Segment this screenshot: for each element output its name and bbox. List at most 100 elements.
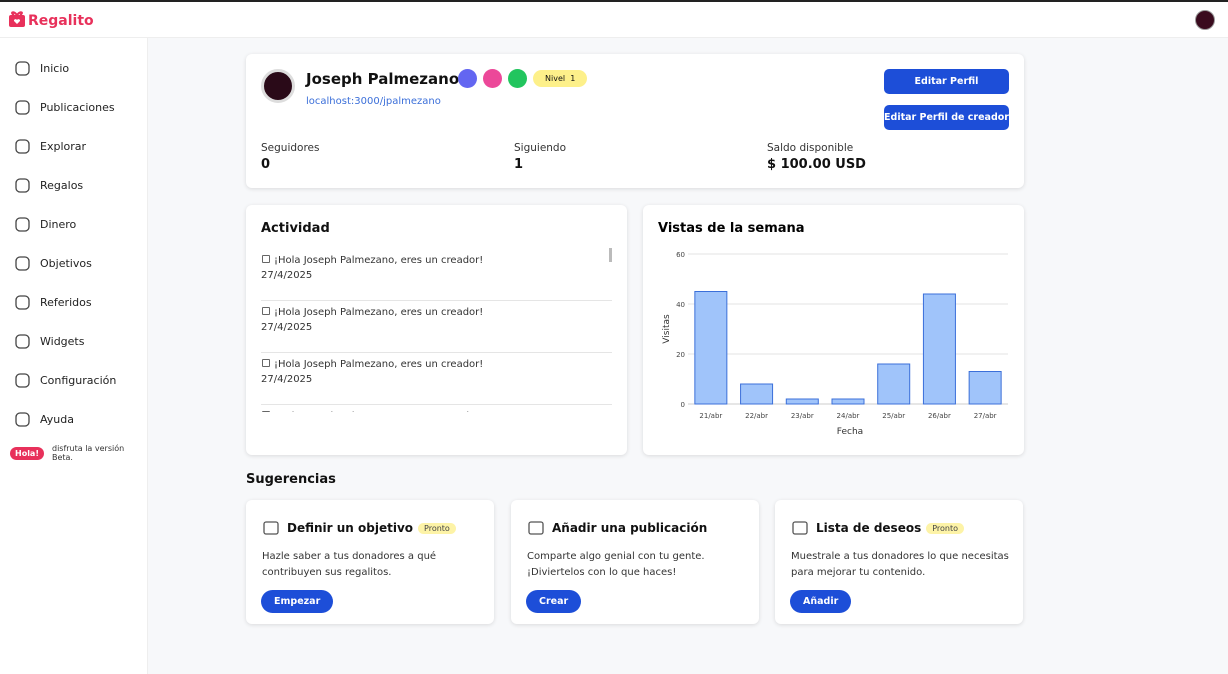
nav-item[interactable]: Ayuda — [14, 411, 74, 428]
stat-value: $ 100.00 USD — [767, 157, 866, 172]
stat-value: 0 — [261, 157, 271, 172]
suggestion-icon — [528, 521, 544, 535]
nav-icon — [15, 334, 30, 349]
activity-text: ¡Hola Joseph Palmezano, eres un creador! — [274, 359, 484, 370]
badge-crown — [483, 69, 502, 88]
nav-icon — [15, 373, 30, 388]
nav-label: Objetivos — [40, 257, 92, 270]
suggestion-icon — [792, 521, 808, 535]
nav-label: Dinero — [40, 218, 77, 231]
activity-icon — [262, 411, 270, 412]
nav-item[interactable]: Dinero — [14, 216, 76, 233]
suggestion-text: Comparte algo genial con tu gente. ¡Divie… — [527, 549, 705, 581]
activity-text: ¡Hola Joseph Palmezano, eres un creador! — [274, 307, 484, 318]
bar — [740, 383, 774, 405]
nav-label: Publicaciones — [40, 101, 115, 114]
nav-label: Ayuda — [40, 413, 74, 426]
activity-card: Actividad ¡Hola Joseph Palmezano, eres u… — [246, 205, 627, 455]
nav-icon — [15, 412, 30, 427]
nav-item[interactable]: Inicio — [14, 60, 69, 77]
level-label: Nivel — [545, 74, 566, 83]
profile-card: Joseph Palmezano Nivel 1 localhost:3000/… — [246, 54, 1024, 188]
suggestion-line: contribuyen sus regalitos. — [262, 567, 392, 578]
brand[interactable]: Regalito — [28, 13, 94, 29]
suggestion-title: Definir un objetivo Pronto — [262, 519, 456, 537]
nav-icon — [15, 139, 30, 154]
edit-creator-button[interactable]: Editar Perfil de creador — [884, 105, 1009, 130]
bar — [922, 293, 956, 405]
badge-web — [458, 69, 477, 88]
bar — [968, 371, 1002, 405]
nav-item[interactable]: Regalos — [14, 177, 83, 194]
activity-item: ¡Hola Joseph Palmezano, eres un creador!… — [261, 249, 612, 301]
y-tick-label: 40 — [676, 301, 685, 309]
level-badge: Nivel 1 — [533, 70, 588, 87]
activity-icon — [262, 255, 270, 263]
profile-name: Joseph Palmezano — [306, 70, 460, 88]
activity-icon — [262, 307, 270, 315]
nav-label: Widgets — [40, 335, 85, 348]
nav-item[interactable]: Referidos — [14, 294, 92, 311]
activity-list: ¡Hola Joseph Palmezano, eres un creador!… — [246, 245, 627, 412]
activity-item: ¡Hola Joseph Palmezano, eres un creador!… — [261, 301, 612, 353]
beta-text: disfruta la versión Beta. — [51, 444, 125, 462]
nav-item[interactable]: Widgets — [14, 333, 84, 350]
badge-money — [508, 69, 527, 88]
nav-item[interactable]: Objetivos — [14, 255, 92, 272]
suggestion-card: Añadir una publicación Comparte algo geni… — [511, 500, 759, 624]
suggestion-text: Hazle saber a tus donadores a qué contrib… — [262, 549, 436, 581]
nav-label: Referidos — [40, 296, 92, 309]
y-tick-label: 0 — [681, 401, 685, 409]
suggestion-title-text: Definir un objetivo — [287, 521, 414, 535]
avatar[interactable] — [1195, 10, 1215, 30]
suggestion-button[interactable]: Añadir — [790, 590, 852, 613]
activity-date: 27/4/2025 — [261, 374, 313, 385]
profile-avatar — [261, 69, 295, 103]
sidebar: Hola! disfruta la versión Beta. Inicio Pu… — [0, 38, 148, 674]
suggestion-card: Definir un objetivo Pronto Hazle saber a t… — [246, 500, 494, 624]
nav-item[interactable]: Explorar — [14, 138, 86, 155]
bar — [694, 291, 728, 405]
suggestion-text: Muestrale a tus donadores lo que necesit… — [791, 549, 1009, 581]
nav-icon — [15, 61, 30, 76]
x-tick-label: 24/abr — [837, 412, 860, 420]
activity-date: 27/4/2025 — [261, 270, 313, 281]
nav-label: Regalos — [40, 179, 84, 192]
bar — [785, 398, 819, 405]
stat-value: 1 — [514, 157, 524, 172]
soon-badge: Pronto — [926, 522, 965, 534]
suggestion-button[interactable]: Crear — [526, 590, 582, 613]
profile-url[interactable]: localhost:3000/jpalmezano — [306, 96, 441, 107]
logo — [9, 11, 25, 27]
activity-item: ¡Hola Joseph Palmezano, eres un creador!… — [261, 405, 612, 412]
bar — [831, 398, 865, 405]
nav-icon — [15, 256, 30, 271]
stat-label: Saldo disponible — [767, 142, 854, 154]
badges: Nivel 1 — [458, 69, 588, 88]
nav-label: Inicio — [40, 62, 70, 75]
scrollbar — [609, 248, 612, 262]
nav-icon — [15, 100, 30, 115]
suggestion-button[interactable]: Empezar — [261, 590, 334, 613]
chart-title: Vistas de la semana — [658, 221, 805, 236]
x-tick-label: 21/abr — [699, 412, 722, 420]
stat-label: Siguiendo — [514, 142, 567, 154]
x-tick-label: 23/abr — [791, 412, 814, 420]
nav-item[interactable]: Publicaciones — [14, 99, 115, 116]
edit-profile-button[interactable]: Editar Perfil — [884, 69, 1009, 94]
activity-item: ¡Hola Joseph Palmezano, eres un creador!… — [261, 353, 612, 405]
nav-label: Configuración — [40, 374, 117, 387]
x-tick-label: 25/abr — [882, 412, 905, 420]
activity-title: Actividad — [261, 221, 330, 236]
bar — [877, 363, 911, 405]
activity-text: ¡Hola Joseph Palmezano, eres un creador! — [274, 411, 483, 412]
chart: Vistas de la semana Fecha Visitas 0 20 40 6… — [658, 221, 1008, 437]
y-tick-label: 60 — [676, 251, 685, 259]
nav-item[interactable]: Configuración — [14, 372, 116, 389]
x-axis-label: Fecha — [837, 427, 863, 437]
suggestions-title: Sugerencias — [246, 472, 336, 487]
activity-icon — [262, 359, 270, 367]
suggestion-line: para mejorar tu contenido. — [791, 567, 926, 578]
beta-badge: Hola! — [10, 446, 44, 460]
